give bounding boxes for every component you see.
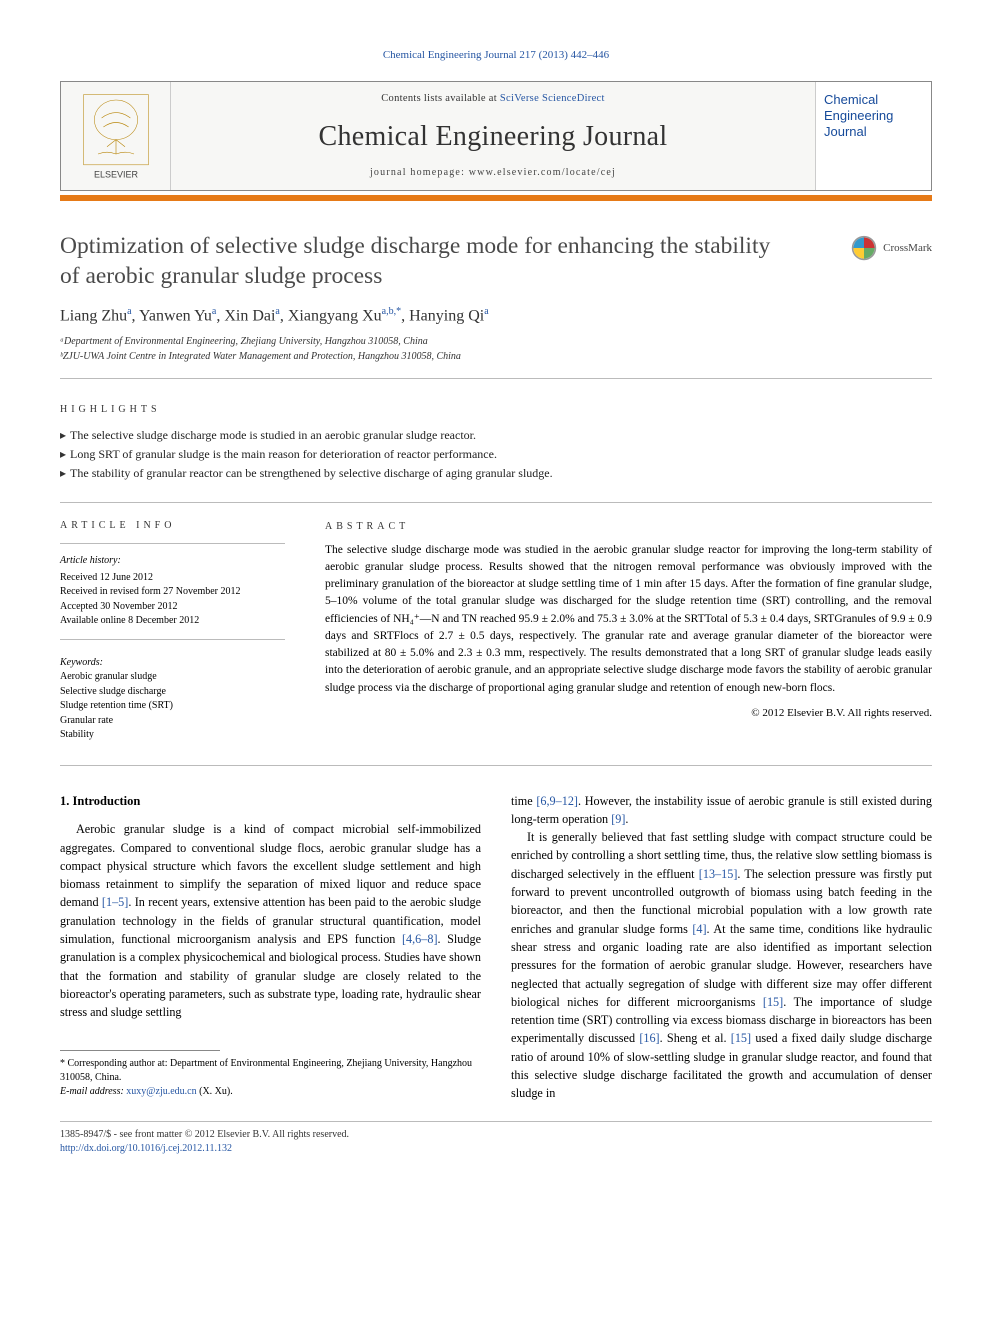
homepage-prefix: journal homepage:	[370, 167, 469, 178]
body-left-column: 1. Introduction Aerobic granular sludge …	[60, 792, 481, 1103]
intro-paragraph-2: It is generally believed that fast settl…	[511, 828, 932, 1102]
keyword: Sludge retention time (SRT)	[60, 699, 285, 714]
highlight-item: ▸Long SRT of granular sludge is the main…	[60, 446, 932, 463]
body-right-column: time [6,9–12]. However, the instability …	[511, 792, 932, 1103]
journal-homepage-line: journal homepage: www.elsevier.com/locat…	[370, 166, 616, 180]
orange-divider	[60, 195, 932, 201]
history-line: Received 12 June 2012	[60, 571, 285, 586]
issn-line: 1385-8947/$ - see front matter © 2012 El…	[60, 1128, 349, 1142]
keyword: Selective sludge discharge	[60, 685, 285, 700]
highlight-item: ▸The selective sludge discharge mode is …	[60, 427, 932, 444]
journal-name: Chemical Engineering Journal	[319, 117, 668, 156]
masthead-center: Contents lists available at SciVerse Sci…	[171, 82, 815, 190]
keyword: Granular rate	[60, 714, 285, 729]
affiliation-b: ᵇZJU-UWA Joint Centre in Integrated Wate…	[60, 350, 932, 365]
highlights-list: ▸The selective sludge discharge mode is …	[60, 427, 932, 502]
intro-paragraph-1-cont: time [6,9–12]. However, the instability …	[511, 792, 932, 829]
cover-journal-title: Chemical Engineering Journal	[824, 92, 923, 139]
footnotes: * Corresponding author at: Department of…	[60, 1057, 481, 1099]
abstract-heading: ABSTRACT	[325, 519, 932, 534]
author-list: Liang Zhua, Yanwen Yua, Xin Daia, Xiangy…	[60, 305, 932, 328]
crossmark-badge[interactable]: CrossMark	[851, 235, 932, 261]
highlight-item: ▸The stability of granular reactor can b…	[60, 465, 932, 482]
article-info-column: ARTICLE INFO Article history: Received 1…	[60, 519, 285, 743]
publisher-logo-area: ELSEVIER	[61, 82, 171, 190]
page-footer: 1385-8947/$ - see front matter © 2012 El…	[60, 1121, 932, 1156]
keyword: Stability	[60, 728, 285, 743]
footnote-separator	[60, 1050, 220, 1051]
highlights-heading: HIGHLIGHTS	[60, 403, 932, 417]
intro-paragraph-1: Aerobic granular sludge is a kind of com…	[60, 820, 481, 1021]
homepage-url: www.elsevier.com/locate/cej	[469, 167, 616, 178]
affiliations: ᵃDepartment of Environmental Engineering…	[60, 335, 932, 379]
affiliation-a: ᵃDepartment of Environmental Engineering…	[60, 335, 932, 350]
journal-masthead: ELSEVIER Contents lists available at Sci…	[60, 81, 932, 191]
corresponding-author-note: * Corresponding author at: Department of…	[60, 1057, 481, 1085]
history-line: Accepted 30 November 2012	[60, 600, 285, 615]
abstract-column: ABSTRACT The selective sludge discharge …	[325, 519, 932, 743]
keyword: Aerobic granular sludge	[60, 670, 285, 685]
section-1-heading: 1. Introduction	[60, 792, 481, 811]
body-two-column: 1. Introduction Aerobic granular sludge …	[60, 792, 932, 1103]
contents-available-line: Contents lists available at SciVerse Sci…	[381, 92, 605, 107]
contents-prefix: Contents lists available at	[381, 93, 500, 104]
article-info-heading: ARTICLE INFO	[60, 519, 285, 534]
abstract-text: The selective sludge discharge mode was …	[325, 542, 932, 697]
email-label: E-mail address:	[60, 1086, 124, 1097]
copyright-line: © 2012 Elsevier B.V. All rights reserved…	[325, 705, 932, 722]
keywords-label: Keywords:	[60, 656, 285, 671]
sciencedirect-link[interactable]: SciVerse ScienceDirect	[500, 93, 605, 104]
crossmark-icon	[851, 235, 877, 261]
elsevier-wordmark: ELSEVIER	[93, 170, 138, 180]
crossmark-label: CrossMark	[883, 241, 932, 256]
email-suffix: (X. Xu).	[199, 1086, 233, 1097]
journal-cover-thumb: Chemical Engineering Journal	[815, 82, 931, 190]
doi-link[interactable]: http://dx.doi.org/10.1016/j.cej.2012.11.…	[60, 1143, 232, 1154]
paper-title: Optimization of selective sludge dischar…	[60, 231, 790, 291]
citation-line: Chemical Engineering Journal 217 (2013) …	[60, 48, 932, 63]
history-line: Received in revised form 27 November 201…	[60, 585, 285, 600]
elsevier-tree-icon: ELSEVIER	[77, 91, 155, 181]
history-label: Article history:	[60, 554, 285, 569]
history-line: Available online 8 December 2012	[60, 614, 285, 629]
email-link[interactable]: xuxy@zju.edu.cn	[126, 1086, 196, 1097]
